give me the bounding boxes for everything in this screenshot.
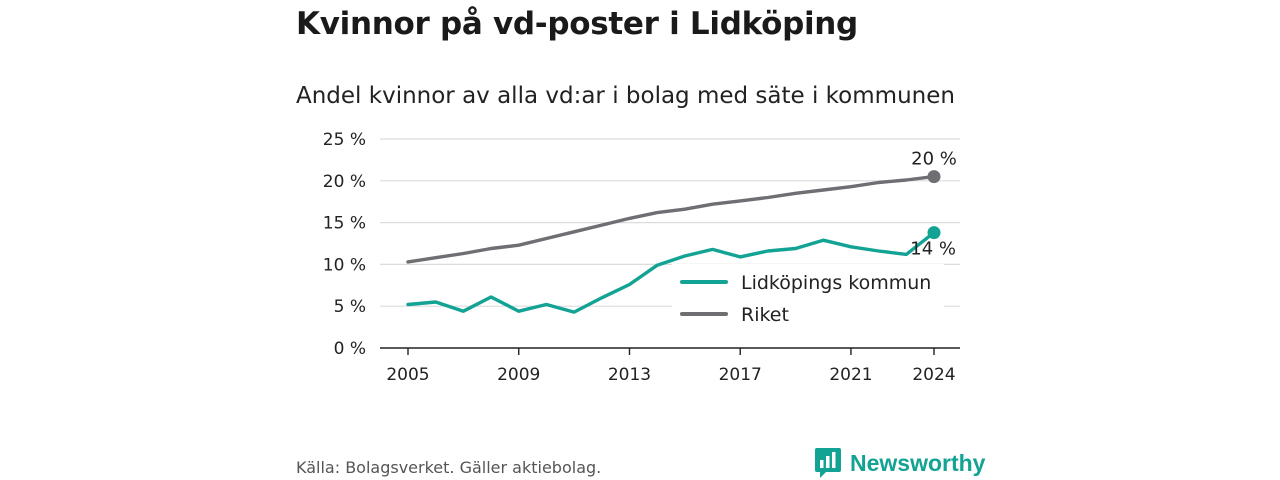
y-tick-label: 10 %	[323, 255, 366, 275]
series-end-point	[927, 226, 941, 240]
newsworthy-logo-icon	[815, 448, 841, 478]
legend-background	[672, 264, 944, 332]
brand-logo: Newsworthy	[814, 446, 985, 480]
x-tick-label: 2005	[386, 365, 429, 385]
series-line-riket	[406, 174, 936, 264]
legend-label: Lidköpings kommun	[741, 272, 931, 294]
y-tick-label: 20 %	[323, 172, 366, 192]
y-tick-label: 25 %	[323, 130, 366, 150]
brand-name: Newsworthy	[850, 449, 986, 476]
series-line-lidkoping	[406, 230, 936, 314]
y-axis-ticks: 0 % 5 % 10 % 15 % 20 % 25 %	[323, 130, 366, 359]
x-tick-label: 2009	[497, 365, 540, 385]
x-tick-label: 2021	[829, 365, 872, 385]
x-axis: 2005 2009 2013 2017 2021 2024	[380, 347, 960, 385]
legend: Lidköpings kommun Riket	[672, 264, 944, 332]
x-tick-label: 2024	[912, 365, 955, 385]
chart-subtitle: Andel kvinnor av alla vd:ar i bolag med …	[296, 83, 955, 109]
series-end-label: 20 %	[911, 149, 957, 170]
chart-title: Kvinnor på vd-poster i Lidköping	[296, 6, 858, 42]
series-end-label: 14 %	[910, 239, 956, 260]
y-tick-label: 5 %	[334, 297, 366, 317]
legend-label: Riket	[741, 304, 789, 326]
series-end-point	[927, 170, 941, 184]
y-tick-label: 0 %	[334, 339, 366, 359]
x-tick-label: 2017	[719, 365, 762, 385]
source-note: Källa: Bolagsverket. Gäller aktiebolag.	[296, 458, 602, 477]
x-tick-label: 2013	[608, 365, 651, 385]
y-tick-label: 15 %	[323, 214, 366, 234]
series-lines: 20 % 14 %	[406, 149, 957, 314]
